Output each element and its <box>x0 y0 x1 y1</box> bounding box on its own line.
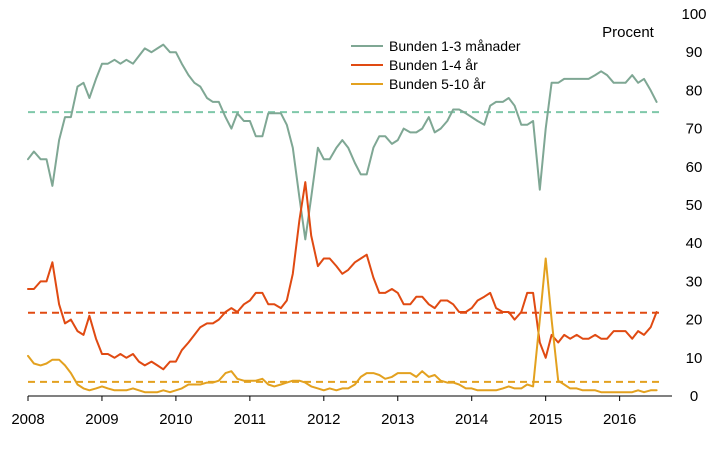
y-axis-ticks: 0 10 20 30 40 50 60 70 80 90 100 <box>681 6 706 405</box>
x-tick-label: 2011 <box>234 411 266 428</box>
x-tick-label: 2015 <box>529 411 562 428</box>
x-tick-label: 2012 <box>307 411 340 428</box>
x-tick-label: 2010 <box>159 411 192 428</box>
x-tick-label: 2009 <box>85 411 118 428</box>
y-tick-label: 90 <box>686 44 703 61</box>
series-line-bunden-1-4-ar <box>27 181 658 371</box>
series-line-bunden-1-3-manader <box>27 43 658 241</box>
y-tick-label: 60 <box>686 159 703 176</box>
series-line-bunden-5-10-ar <box>27 257 658 394</box>
x-axis-ticks: 2008 2009 2010 2011 2012 2013 2014 2015 2016 <box>11 396 636 428</box>
legend-label-bunden-1-3-manader: Bunden 1-3 månader <box>389 38 521 54</box>
legend-label-bunden-5-10-ar: Bunden 5-10 år <box>389 76 486 92</box>
y-tick-label: 30 <box>686 273 703 290</box>
y-tick-label: 100 <box>681 6 706 23</box>
series-lines <box>27 43 658 394</box>
y-tick-label: 70 <box>686 121 703 138</box>
y-tick-label: 50 <box>686 197 703 214</box>
x-tick-label: 2008 <box>11 411 44 428</box>
legend: Bunden 1-3 månader Bunden 1-4 år Bunden 5-… <box>351 38 521 92</box>
legend-label-bunden-1-4-ar: Bunden 1-4 år <box>389 57 478 73</box>
y-tick-label: 80 <box>686 82 703 99</box>
reference-lines <box>28 111 664 383</box>
x-tick-label: 2014 <box>455 411 488 428</box>
y-unit-label: Procent <box>602 24 655 41</box>
x-tick-label: 2016 <box>603 411 636 428</box>
y-tick-label: 40 <box>686 235 703 252</box>
y-tick-label: 10 <box>686 350 703 367</box>
y-tick-label: 20 <box>686 312 703 329</box>
x-tick-label: 2013 <box>381 411 414 428</box>
y-tick-label: 0 <box>690 388 698 405</box>
